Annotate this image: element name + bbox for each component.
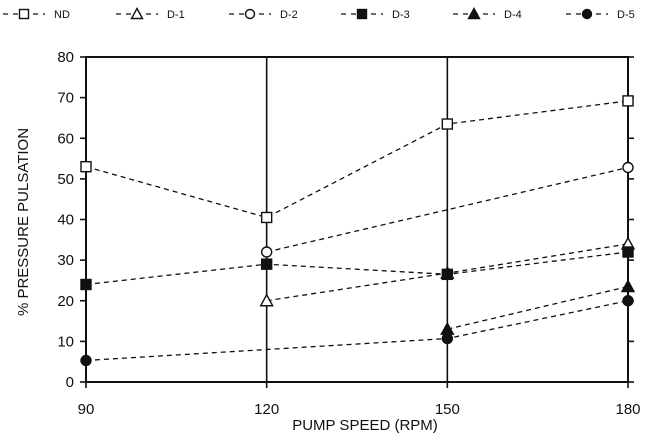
point-d-1-0-shape	[259, 293, 274, 307]
legend: ND D-1 D-2 D-3 D-4 D-5	[3, 7, 635, 21]
x-tick-label-90: 90	[78, 401, 95, 418]
point-d-5-1	[441, 332, 454, 345]
x-tick-label-120: 120	[254, 401, 279, 418]
point-d-2-0	[260, 246, 273, 258]
point-nd-3-shape	[622, 95, 634, 107]
point-d-3-3-shape	[622, 246, 634, 258]
legend-marker-d-3-shape	[356, 8, 368, 20]
point-d-5-1-shape	[441, 332, 454, 345]
point-d-3-1	[260, 258, 273, 270]
legend-marker-d-1-shape	[130, 7, 144, 20]
point-nd-0-shape	[80, 160, 92, 173]
y-tick-label-70: 70	[57, 90, 74, 107]
plot-frame	[85, 56, 629, 383]
y-tick-label-10: 10	[57, 333, 74, 350]
x-tick-label-150: 150	[435, 401, 460, 418]
y-tick-label-80: 80	[57, 49, 74, 66]
legend-marker-nd	[18, 8, 30, 20]
legend-item-d-5: D-5	[566, 8, 635, 21]
y-tick-label-40: 40	[57, 212, 74, 229]
series-layer	[80, 95, 636, 367]
point-d-3-0	[80, 278, 92, 291]
point-d-5-0	[80, 354, 92, 367]
x-axis-label: PUMP SPEED (RPM)	[292, 417, 438, 434]
y-tick-label-0: 0	[66, 374, 74, 391]
point-nd-2	[441, 118, 454, 130]
x-tick-label-180: 180	[615, 401, 640, 418]
point-d-2-1-shape	[622, 161, 634, 174]
point-d-3-2	[441, 268, 454, 281]
legend-item-d-1: D-1	[116, 7, 185, 21]
point-d-3-0-shape	[80, 278, 92, 291]
series-line-d-5	[85, 300, 629, 362]
plot-area	[85, 56, 629, 383]
legend-label-d-4: D-4	[504, 9, 522, 21]
series-nd	[80, 95, 634, 224]
legend-marker-d-5	[581, 8, 593, 20]
y-axis: 0 10 20 30 40 50 60 70 80	[57, 49, 634, 391]
legend-marker-d-5-shape	[581, 8, 593, 20]
legend-label-d-5: D-5	[617, 9, 635, 21]
legend-item-nd: ND	[3, 8, 70, 21]
legend-label-d-1: D-1	[167, 9, 185, 21]
legend-marker-d-4-shape	[467, 7, 481, 20]
series-d-2	[260, 161, 634, 258]
point-nd-0	[80, 160, 92, 173]
point-nd-2-shape	[441, 118, 454, 130]
legend-label-d-3: D-3	[392, 9, 410, 21]
y-tick-label-20: 20	[57, 293, 74, 310]
point-d-4-1	[620, 279, 636, 293]
point-d-5-0-shape	[80, 354, 92, 367]
point-d-1-0	[259, 293, 274, 307]
y-tick-label-30: 30	[57, 252, 74, 269]
series-d-5	[80, 295, 634, 367]
point-nd-3	[622, 95, 634, 107]
series-line-d-4	[447, 285, 629, 330]
point-d-4-1-shape	[620, 279, 636, 293]
point-d-3-2-shape	[441, 268, 454, 281]
legend-item-d-4: D-4	[453, 7, 522, 21]
point-d-2-1	[622, 161, 634, 174]
y-tick-label-60: 60	[57, 130, 74, 147]
x-axis: 90 120 150 180	[78, 382, 641, 418]
legend-marker-d-3	[356, 8, 368, 20]
y-axis-label: % PRESSURE PULSATION	[15, 128, 32, 316]
legend-marker-d-2	[244, 8, 256, 20]
legend-item-d-2: D-2	[229, 8, 298, 21]
series-line-d-2	[266, 166, 629, 253]
series-d-3	[80, 246, 634, 291]
series-line-d-3	[85, 251, 629, 286]
point-d-5-2	[622, 295, 634, 307]
point-d-3-1-shape	[260, 258, 273, 270]
legend-marker-d-4	[467, 7, 481, 20]
y-tick-label-50: 50	[57, 171, 74, 188]
legend-marker-nd-shape	[18, 8, 30, 20]
legend-label-d-2: D-2	[280, 9, 298, 21]
series-d-4	[440, 279, 636, 335]
point-d-5-2-shape	[622, 295, 634, 307]
legend-item-d-3: D-3	[341, 8, 410, 21]
legend-marker-d-2-shape	[244, 8, 256, 20]
point-nd-1-shape	[260, 211, 273, 224]
series-line-nd	[85, 100, 629, 219]
legend-marker-d-1	[130, 7, 144, 20]
point-d-2-0-shape	[260, 246, 273, 258]
point-d-3-3	[622, 246, 634, 258]
point-nd-1	[260, 211, 273, 224]
legend-label-nd: ND	[54, 9, 70, 21]
